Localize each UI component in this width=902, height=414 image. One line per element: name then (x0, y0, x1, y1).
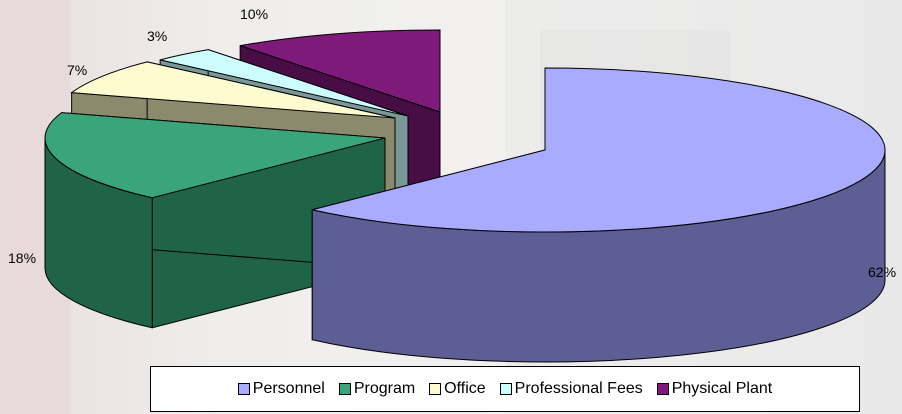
percent-label-personnel: 62% (868, 264, 897, 280)
legend-items: Personnel Program Office Professional Fees P… (151, 380, 859, 398)
percent-label-professional-fees: 3% (147, 28, 168, 44)
legend-label: Program (353, 380, 416, 397)
legend: Personnel Program Office Professional Fees P… (150, 366, 860, 412)
slice-top-face (312, 67, 886, 233)
slice-top-face (160, 49, 409, 117)
legend-swatch (338, 383, 351, 395)
legend-swatch (499, 383, 512, 395)
legend-label: Personnel (252, 380, 325, 397)
legend-item: Physical Plant (656, 380, 773, 398)
legend-item: Office (429, 380, 486, 398)
legend-label: Professional Fees (514, 380, 643, 397)
legend-swatch (429, 383, 442, 395)
legend-item: Professional Fees (499, 380, 643, 398)
percent-label-physical-plant: 10% (240, 6, 269, 22)
slice-personnel (311, 67, 886, 363)
legend-label: Physical Plant (671, 380, 773, 397)
legend-label: Office (444, 380, 486, 397)
legend-swatch (237, 383, 250, 395)
legend-swatch (656, 383, 669, 395)
slice-top-face (70, 61, 396, 119)
percent-label-office: 7% (67, 62, 88, 78)
percent-label-program: 18% (8, 250, 37, 266)
slice-top-face (44, 112, 386, 199)
slice-top-face (239, 29, 441, 113)
legend-item: Program (338, 380, 416, 398)
legend-item: Personnel (237, 380, 325, 398)
